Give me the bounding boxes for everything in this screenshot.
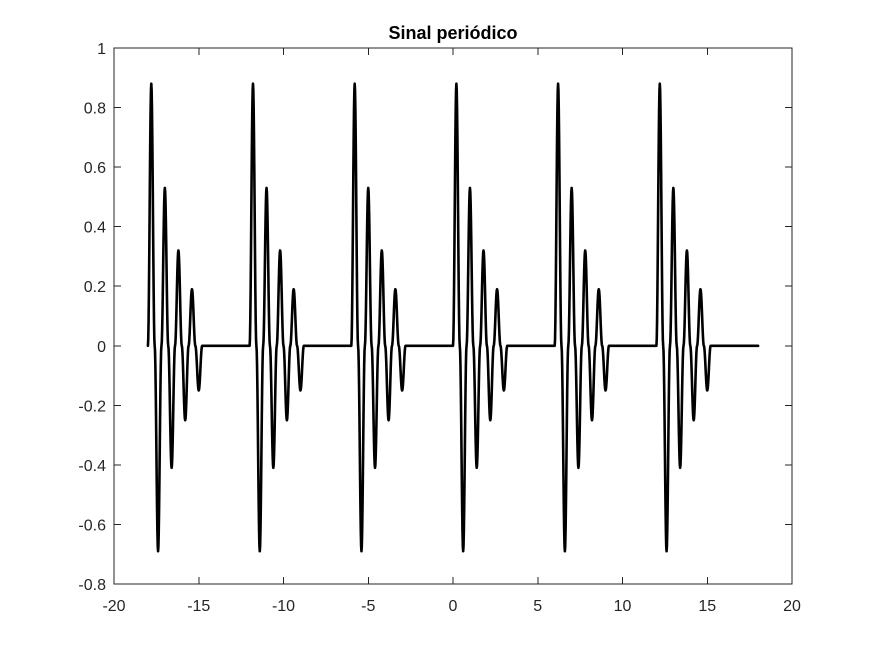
x-tick-label: 10 [614, 598, 632, 615]
y-axis: -0.8 -0.6 -0.4 -0.2 0 0.2 0.4 0.6 0.8 1 [78, 41, 792, 594]
y-tick-label: 0.6 [84, 160, 106, 177]
x-tick-label: -10 [272, 598, 295, 615]
series-line [146, 82, 760, 553]
y-tick-label: 0.8 [84, 101, 106, 118]
y-tick-label: 0.2 [84, 279, 106, 296]
y-tick-label: -0.4 [78, 458, 106, 475]
x-tick-label: 0 [449, 598, 458, 615]
y-tick-label: -0.2 [78, 398, 106, 415]
x-tick-label: 5 [533, 598, 542, 615]
x-tick-label: 15 [698, 598, 716, 615]
x-tick-label: -15 [187, 598, 210, 615]
x-tick-label: 20 [783, 598, 801, 615]
x-tick-label: -20 [102, 598, 125, 615]
y-tick-label: -0.8 [78, 577, 106, 594]
x-axis: -20 -15 -10 -5 0 5 10 15 20 [102, 48, 801, 615]
x-tick-label: -5 [361, 598, 375, 615]
chart-title: Sinal periódico [388, 23, 517, 43]
series-layer [146, 82, 760, 553]
y-tick-label: -0.6 [78, 517, 106, 534]
y-tick-label: 1 [97, 41, 106, 58]
y-tick-label: 0.4 [84, 220, 106, 237]
y-tick-label: 0 [97, 339, 106, 356]
